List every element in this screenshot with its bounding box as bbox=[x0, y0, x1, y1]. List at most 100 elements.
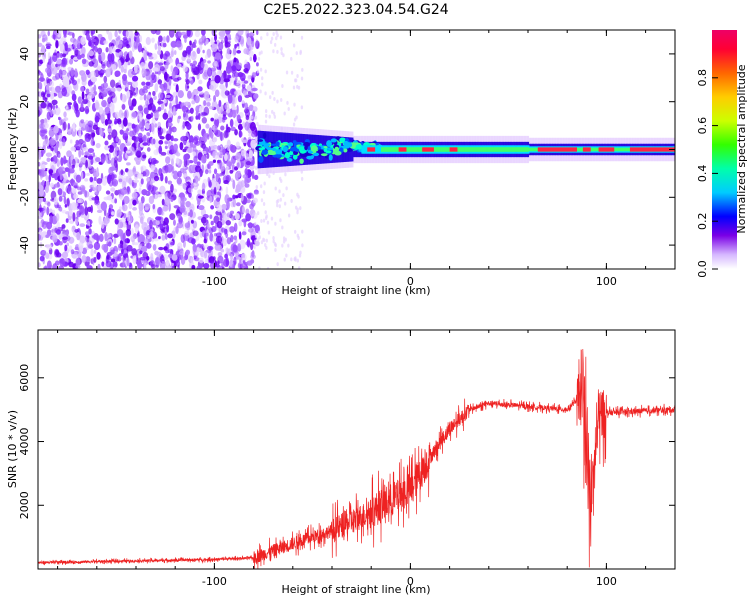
noise-blob bbox=[122, 38, 129, 45]
noise-blob bbox=[201, 30, 206, 36]
noise-blob bbox=[231, 109, 238, 118]
noise-blob bbox=[162, 112, 169, 120]
noise-blob bbox=[123, 68, 127, 74]
noise-blob bbox=[234, 129, 238, 136]
noise-blob bbox=[85, 231, 90, 236]
noise-blob bbox=[189, 40, 192, 46]
noise-blob bbox=[149, 97, 154, 106]
signal-band-core bbox=[375, 145, 378, 154]
noise-blob bbox=[53, 196, 59, 206]
signal-band-inner bbox=[489, 147, 492, 152]
noise-blob bbox=[45, 152, 53, 158]
noise-blob bbox=[238, 129, 242, 138]
noise-blob bbox=[216, 220, 223, 229]
signal-band-inner bbox=[468, 147, 471, 152]
noise-blob bbox=[167, 117, 173, 123]
signal-band-inner bbox=[498, 147, 501, 152]
noise-blob bbox=[244, 168, 248, 176]
noise-blob bbox=[131, 248, 138, 256]
signal-blob bbox=[334, 146, 339, 150]
noise-blob bbox=[243, 63, 249, 69]
noise-blob bbox=[100, 220, 105, 229]
signal-band-inner bbox=[528, 147, 531, 152]
noise-speckle bbox=[287, 213, 291, 218]
noise-blob bbox=[93, 176, 97, 181]
signal-band-inner bbox=[624, 147, 626, 152]
signal-band-inner bbox=[597, 147, 600, 152]
noise-blob bbox=[161, 260, 166, 265]
noise-speckle bbox=[264, 69, 267, 74]
noise-blob bbox=[150, 264, 156, 269]
noise-blob bbox=[171, 158, 174, 167]
noise-blob bbox=[232, 198, 237, 208]
spectrogram-ylabel: Frequency (Hz) bbox=[6, 108, 19, 191]
noise-blob bbox=[200, 142, 203, 148]
noise-blob bbox=[170, 50, 174, 58]
noise-blob bbox=[151, 37, 155, 43]
noise-blob bbox=[68, 168, 75, 174]
noise-blob bbox=[233, 91, 238, 95]
noise-blob bbox=[38, 71, 43, 76]
spectrogram-xtick-label: 100 bbox=[596, 275, 617, 288]
noise-blob bbox=[246, 36, 252, 46]
noise-blob bbox=[225, 220, 232, 226]
noise-blob bbox=[167, 180, 173, 185]
signal-blob bbox=[313, 152, 320, 157]
noise-blob bbox=[252, 56, 257, 61]
noise-blob bbox=[38, 59, 44, 64]
noise-speckle bbox=[260, 198, 264, 203]
noise-speckle bbox=[267, 230, 271, 235]
noise-blob bbox=[100, 201, 108, 211]
noise-blob bbox=[245, 153, 249, 161]
signal-band-inner bbox=[594, 147, 597, 152]
noise-blob bbox=[94, 115, 100, 123]
noise-blob bbox=[63, 195, 67, 205]
noise-blob bbox=[186, 122, 192, 130]
noise-blob bbox=[127, 98, 132, 107]
noise-speckle bbox=[255, 185, 259, 190]
noise-blob bbox=[222, 266, 225, 269]
noise-blob bbox=[118, 109, 124, 118]
noise-blob bbox=[59, 257, 65, 268]
noise-blob bbox=[40, 91, 45, 98]
noise-speckle bbox=[268, 114, 271, 119]
chart-title: C2E5.2022.323.04.54.G24 bbox=[263, 2, 448, 18]
noise-blob bbox=[232, 179, 236, 190]
noise-blob bbox=[143, 85, 149, 90]
noise-blob bbox=[139, 95, 143, 101]
noise-blob bbox=[45, 76, 50, 83]
noise-blob bbox=[157, 121, 162, 128]
noise-speckle bbox=[274, 247, 277, 252]
noise-blob bbox=[141, 221, 148, 231]
noise-blob bbox=[71, 79, 78, 86]
noise-blob bbox=[145, 122, 150, 130]
noise-blob bbox=[53, 125, 59, 134]
noise-blob bbox=[149, 174, 155, 179]
noise-blob bbox=[55, 58, 62, 65]
colorbar-tick-label: 0.4 bbox=[696, 165, 709, 183]
noise-blob bbox=[64, 231, 69, 236]
noise-speckle bbox=[301, 243, 304, 248]
noise-speckle bbox=[279, 97, 283, 102]
noise-blob bbox=[202, 251, 209, 259]
noise-blob bbox=[197, 189, 203, 196]
signal-band-inner bbox=[460, 147, 463, 152]
colorbar bbox=[712, 30, 737, 269]
signal-band-inner bbox=[500, 147, 503, 152]
noise-blob bbox=[189, 209, 193, 218]
noise-blob bbox=[121, 103, 126, 110]
noise-speckle bbox=[261, 82, 264, 87]
noise-blob bbox=[54, 145, 59, 154]
noise-blob bbox=[111, 178, 119, 187]
noise-speckle bbox=[297, 236, 300, 241]
noise-blob bbox=[94, 199, 100, 206]
noise-blob bbox=[251, 250, 255, 258]
noise-blob bbox=[243, 48, 249, 55]
noise-blob bbox=[114, 70, 121, 77]
noise-blob bbox=[245, 114, 250, 121]
noise-blob bbox=[177, 31, 183, 37]
noise-blob bbox=[108, 110, 111, 119]
noise-blob bbox=[41, 250, 47, 255]
signal-band-inner bbox=[385, 147, 388, 152]
noise-blob bbox=[92, 124, 99, 130]
